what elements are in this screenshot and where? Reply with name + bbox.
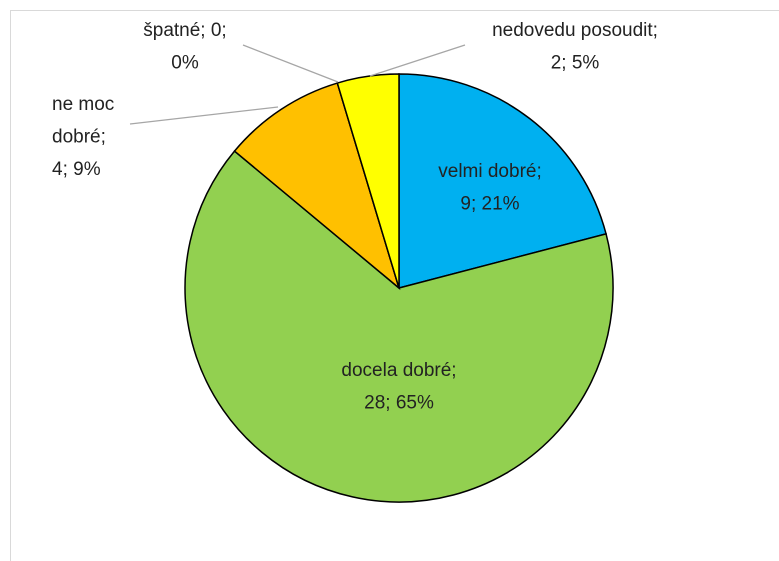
- data-label: velmi dobré;: [438, 161, 542, 182]
- pie-slice: [233, 82, 401, 291]
- data-label: 28; 65%: [364, 393, 434, 414]
- pie-slice: [398, 73, 607, 289]
- chart-frame: [10, 10, 779, 561]
- data-label: ne moc: [52, 94, 114, 115]
- data-label: docela dobré;: [341, 360, 456, 381]
- pie-slice: [336, 73, 400, 289]
- slices: [184, 73, 614, 503]
- data-label: 4; 9%: [52, 159, 101, 180]
- leader-line: [242, 44, 339, 83]
- data-label: dobré;: [52, 127, 106, 148]
- leader-line: [369, 44, 466, 77]
- data-label: nedovedu posoudit;: [492, 20, 658, 41]
- data-label: 9; 21%: [460, 194, 519, 215]
- leader-line: [129, 106, 279, 125]
- data-label: špatné; 0;: [143, 20, 226, 41]
- data-label: 0%: [171, 53, 199, 74]
- pie-slice: [184, 150, 614, 503]
- data-label: 2; 5%: [551, 53, 600, 74]
